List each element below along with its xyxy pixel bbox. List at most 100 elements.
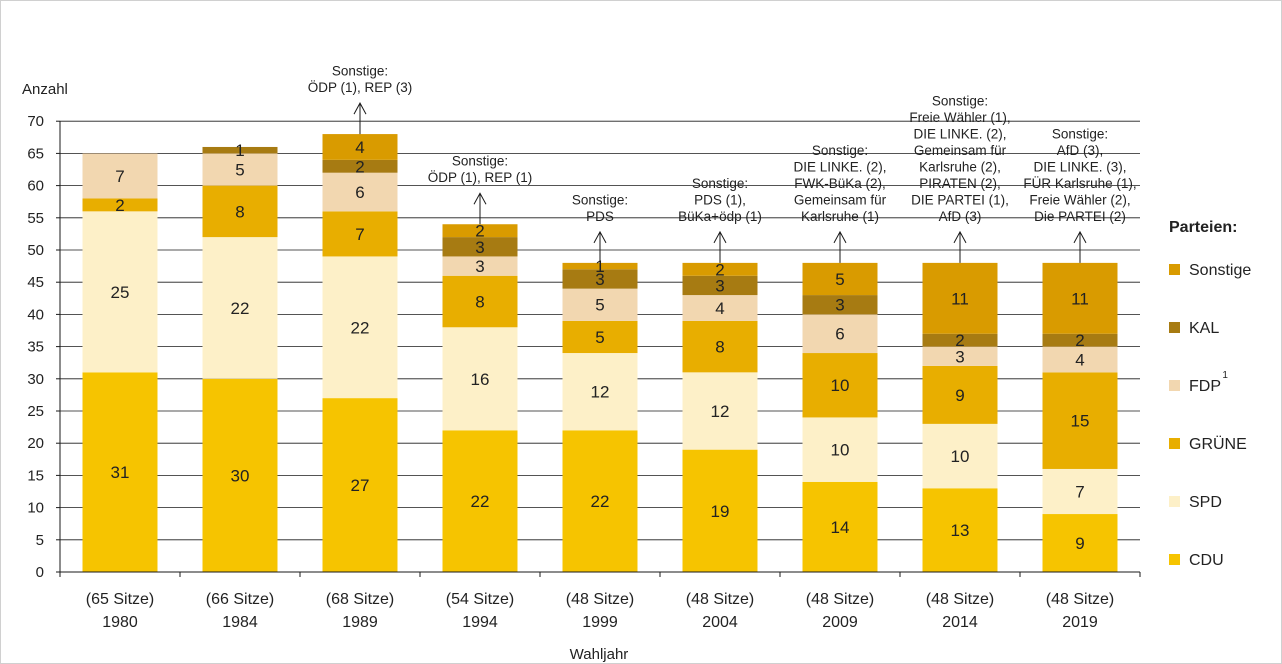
bar-segment	[82, 211, 158, 373]
bar-segment	[802, 314, 878, 354]
bar-segment	[922, 365, 998, 424]
y-tick-label: 45	[27, 274, 44, 291]
bar-segment	[202, 237, 278, 379]
x-tick-label-seats: (48 Sitze)	[806, 591, 874, 608]
data-label: 2	[355, 157, 364, 176]
data-label: 13	[951, 521, 970, 540]
annotation-text: Karlsruhe (1)	[801, 209, 879, 224]
y-tick-label: 30	[27, 371, 44, 388]
data-label: 11	[951, 289, 969, 308]
annotation-text: AfD (3)	[939, 209, 982, 224]
bar-segment	[442, 430, 518, 572]
bar-segment	[922, 423, 998, 489]
bar-segment	[562, 262, 638, 270]
annotation-text: DIE LINKE. (2),	[913, 126, 1006, 141]
annotation-text: DIE LINKE. (2),	[793, 159, 886, 174]
bar-segment	[1042, 333, 1118, 347]
data-label: 9	[1075, 534, 1084, 553]
data-label: 1	[235, 141, 244, 160]
bar-segment	[322, 172, 398, 212]
y-tick-label: 65	[27, 145, 44, 162]
data-label: 6	[835, 325, 844, 344]
bar-segment	[322, 211, 398, 257]
y-axis-label: Anzahl	[22, 81, 68, 98]
bar-segment	[442, 237, 518, 257]
legend-swatch	[1169, 380, 1180, 391]
bar-segment	[1042, 468, 1118, 515]
annotation-text: PDS	[586, 209, 614, 224]
y-tick-label: 20	[27, 435, 44, 452]
data-label: 2	[715, 260, 724, 279]
bar-segment	[682, 372, 758, 450]
annotation-text: DIE PARTEI (1),	[911, 192, 1009, 207]
x-tick-label-seats: (48 Sitze)	[686, 591, 754, 608]
x-tick-label-seats: (54 Sitze)	[446, 591, 514, 608]
x-tick-label-year: 2004	[702, 614, 738, 631]
data-label: 19	[711, 502, 730, 521]
bar-segment	[562, 430, 638, 572]
x-tick-label-year: 1984	[222, 614, 258, 631]
data-label: 3	[955, 347, 964, 366]
y-tick-label: 40	[27, 306, 44, 323]
annotation-text: Karlsruhe (2),	[919, 159, 1001, 174]
bar-segment	[82, 198, 158, 212]
data-label: 3	[835, 296, 844, 315]
legend-swatch	[1169, 438, 1180, 449]
data-label: 22	[231, 299, 250, 318]
data-label: 22	[591, 492, 610, 511]
data-label: 5	[835, 270, 844, 289]
bar-segment	[682, 275, 758, 296]
legend-swatch	[1169, 554, 1180, 565]
legend-label: KAL	[1189, 320, 1219, 337]
y-tick-label: 5	[36, 532, 44, 549]
annotation-arrowhead	[713, 230, 727, 244]
data-label: 1	[595, 257, 604, 276]
annotation-text: ÖDP (1), REP (1)	[428, 170, 533, 185]
annotation-text: Sonstige:	[452, 154, 508, 169]
y-tick-label: 0	[36, 564, 44, 581]
annotation-text: Gemeinsam für	[794, 192, 887, 207]
x-tick-label-year: 2009	[822, 614, 858, 631]
bar-segment	[682, 262, 758, 276]
annotation-text: Sonstige:	[1052, 126, 1108, 141]
legend-swatch	[1169, 264, 1180, 275]
data-label: 10	[951, 447, 970, 466]
data-label: 11	[1071, 289, 1089, 308]
bar-segment	[802, 481, 878, 572]
bar-segment	[442, 256, 518, 276]
bar-segment	[1042, 372, 1118, 469]
annotation-text: PIRATEN (2),	[919, 176, 1001, 191]
x-tick-label-seats: (48 Sitze)	[926, 591, 994, 608]
data-label: 3	[595, 270, 604, 289]
bar-segment	[322, 159, 398, 173]
data-label: 7	[355, 225, 364, 244]
data-label: 15	[1071, 412, 1090, 431]
data-label: 31	[111, 463, 130, 482]
bar-segment	[1042, 262, 1118, 334]
bar-segment	[922, 346, 998, 366]
annotation-text: Sonstige:	[332, 64, 388, 79]
x-tick-label-seats: (66 Sitze)	[206, 591, 274, 608]
x-axis-label: Wahljahr	[570, 646, 629, 663]
x-tick-label-year: 1989	[342, 614, 378, 631]
data-label: 2	[955, 331, 964, 350]
axes: Anzahl Wahljahr 051015202530354045505560…	[22, 81, 1141, 663]
annotation-text: Freie Wähler (1),	[909, 110, 1010, 125]
data-label: 12	[711, 402, 730, 421]
data-label: 30	[231, 466, 250, 485]
bar-segment	[682, 449, 758, 572]
x-tick-label-year: 2014	[942, 614, 978, 631]
annotation-arrowhead	[833, 230, 847, 244]
y-tick-label: 55	[27, 210, 44, 227]
bar-segment	[802, 417, 878, 482]
data-label: 8	[715, 338, 724, 357]
legend-label: SPD	[1189, 494, 1222, 511]
bar-segment	[922, 262, 998, 334]
data-label: 4	[355, 138, 364, 157]
bar-segment	[322, 398, 398, 572]
annotation-arrowhead	[593, 230, 607, 244]
data-label: 4	[715, 299, 724, 318]
data-label: 8	[235, 202, 244, 221]
